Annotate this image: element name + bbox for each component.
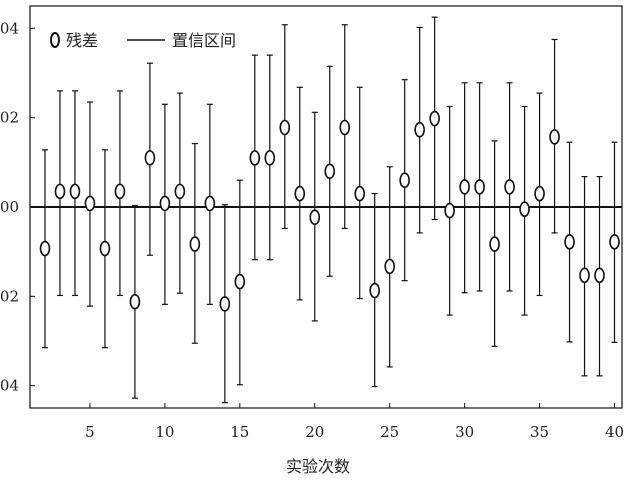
residual-marker <box>324 163 336 180</box>
x-tick-label: 40 <box>605 423 624 441</box>
residual-point <box>294 86 306 301</box>
residual-point <box>114 90 126 297</box>
residual-marker <box>609 234 620 250</box>
residual-point <box>174 92 186 294</box>
y-tick-label: .00 <box>0 198 19 216</box>
residual-point <box>579 176 590 377</box>
y-tick-label: .02 <box>0 287 19 305</box>
residual-marker <box>504 179 515 195</box>
residual-point <box>564 141 575 343</box>
residual-point <box>279 24 291 230</box>
residual-point <box>384 166 395 368</box>
x-tick-label: 25 <box>380 423 399 441</box>
y-tick-label: .04 <box>0 377 19 395</box>
residual-point <box>504 82 515 292</box>
x-tick-label: 20 <box>305 423 324 441</box>
residual-point <box>354 86 366 300</box>
residual-marker <box>339 119 351 136</box>
residual-marker <box>294 185 306 202</box>
residual-marker <box>474 179 485 195</box>
residual-marker <box>414 121 425 138</box>
residual-marker <box>114 183 126 200</box>
legend: 残差 置信区间 <box>50 31 236 50</box>
residual-marker <box>459 179 470 195</box>
residual-point <box>339 24 351 230</box>
residual-point <box>309 111 321 322</box>
residual-point <box>474 82 485 292</box>
residual-marker <box>534 185 545 202</box>
x-tick-label: 30 <box>455 423 474 441</box>
residual-marker <box>99 240 111 257</box>
y-tick-label: .04 <box>0 19 19 37</box>
residual-marker <box>444 202 455 219</box>
residual-point <box>144 62 156 256</box>
residual-marker <box>144 150 156 166</box>
residual-marker <box>354 185 366 202</box>
residual-marker <box>384 258 395 275</box>
residual-marker <box>489 236 500 252</box>
residual-point <box>69 90 81 297</box>
residual-marker <box>564 234 575 250</box>
residual-point <box>399 79 410 282</box>
residual-marker <box>129 293 141 310</box>
residual-point <box>264 54 276 261</box>
residual-point <box>414 26 425 234</box>
residual-point <box>369 193 381 388</box>
data-marks <box>39 16 620 404</box>
residual-marker <box>579 267 590 284</box>
legend-residual-marker <box>50 32 60 48</box>
residual-marker <box>519 201 530 218</box>
residual-marker <box>249 150 261 166</box>
residual-marker <box>234 273 246 290</box>
residual-point <box>429 16 440 221</box>
residual-marker <box>594 267 605 284</box>
residual-marker <box>549 129 560 145</box>
residual-point <box>159 103 171 305</box>
residual-marker <box>429 110 440 127</box>
residual-marker <box>69 183 81 200</box>
residual-point <box>459 82 470 294</box>
legend-interval-label: 置信区间 <box>172 31 236 50</box>
residual-marker <box>204 195 216 212</box>
residual-point <box>204 103 216 305</box>
residual-marker <box>84 195 96 212</box>
residual-marker <box>219 296 231 312</box>
residual-point <box>324 65 336 277</box>
residual-marker <box>369 282 381 299</box>
residual-marker <box>159 195 171 212</box>
residual-marker <box>309 209 321 226</box>
residual-marker <box>189 236 201 252</box>
residual-point <box>84 101 96 307</box>
x-tick-label: 35 <box>530 423 549 441</box>
axis-ticks: 5 10 15 20 25 30 35 40 .04 .02 .00 .02 .04 <box>0 19 624 441</box>
residual-marker <box>399 172 410 188</box>
x-tick-label: 15 <box>230 423 249 441</box>
x-tick-label: 10 <box>155 423 174 441</box>
residual-point <box>534 92 545 297</box>
residual-point <box>609 141 620 343</box>
residual-point <box>54 90 66 297</box>
residual-point <box>549 38 560 234</box>
residual-marker <box>174 183 186 200</box>
legend-residual-label: 残差 <box>66 31 98 50</box>
residual-point <box>249 54 261 261</box>
y-tick-label: .02 <box>0 109 19 127</box>
residual-point <box>489 140 500 347</box>
residual-point <box>219 204 231 404</box>
residual-marker <box>279 119 291 136</box>
x-tick-label: 5 <box>85 423 95 441</box>
residual-point <box>39 149 51 349</box>
residual-point <box>234 179 246 386</box>
residual-point <box>99 149 111 349</box>
x-axis-title: 实验次数 <box>286 457 350 476</box>
residual-marker <box>264 150 276 166</box>
residual-point <box>594 176 605 377</box>
residual-point <box>189 142 201 344</box>
residual-point <box>444 105 455 316</box>
residual-marker <box>39 240 51 257</box>
residual-point <box>129 205 141 399</box>
residual-point <box>519 105 530 316</box>
residual-marker <box>54 183 66 200</box>
